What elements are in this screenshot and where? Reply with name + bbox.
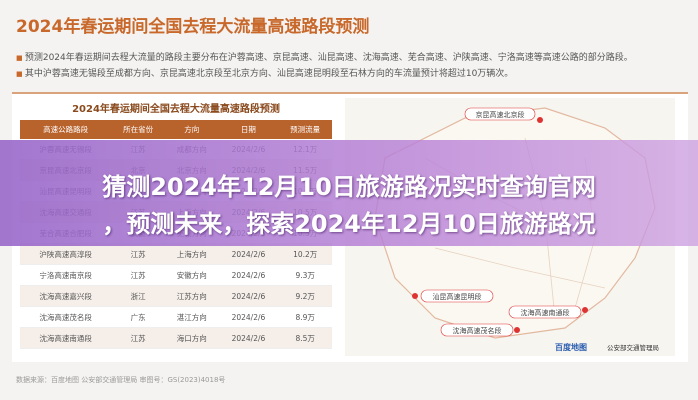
table-title: 2024年春运期间全国去程大流量高速路段预测 bbox=[72, 104, 280, 115]
marker bbox=[514, 327, 520, 333]
table-cell: 沪陕高速高淳段 bbox=[20, 243, 112, 265]
map-label: 沈海高速南通段 bbox=[521, 308, 570, 317]
header-title: 2024年春运期间全国去程大流量高速路段预测 bbox=[16, 17, 370, 37]
column-header: 所在省份 bbox=[111, 120, 165, 139]
footer-source: 数据来源：百度地图 公安部交通管理局 审图号：GS(2023)4018号 bbox=[16, 376, 226, 384]
table-cell: 沈海高速茂名段 bbox=[20, 306, 112, 328]
column-header: 预测流量 bbox=[278, 120, 332, 139]
marker bbox=[582, 307, 588, 313]
overlay-title: 猜测2024年12月10日旅游路况实时查询官网 bbox=[102, 173, 596, 201]
map-label: 沈海高速茂名段 bbox=[453, 326, 502, 335]
table-row: 宁洛高速南京段 江苏 安徽方向 2024/2/6 9.3万 bbox=[20, 264, 332, 286]
marker bbox=[537, 117, 543, 123]
table-cell: 江苏 bbox=[111, 264, 165, 286]
logo: 公安部交通管理局 bbox=[607, 343, 659, 352]
bullet: 其中沪蓉高速无锡段至成都方向、京昆高速北京段至北京方向、汕昆高速昆明段至石林方向… bbox=[16, 66, 513, 79]
table-cell: 江苏方向 bbox=[164, 285, 219, 307]
map-label: 京昆高速北京段 bbox=[476, 110, 525, 119]
overlay-title: ，预测未来，探索2024年12月10日旅游路况 bbox=[102, 210, 596, 238]
bullet: 预测2024年春运期间去程大流量的路段主要分布在沪蓉高速、京昆高速、汕昆高速、沈… bbox=[16, 50, 633, 63]
overlay-band bbox=[0, 140, 698, 246]
table-cell: 2024/2/6 bbox=[218, 285, 279, 307]
table-cell: 江苏 bbox=[111, 243, 165, 265]
table-cell: 上海方向 bbox=[164, 243, 219, 265]
table-cell: 广东 bbox=[111, 306, 165, 328]
table-cell: 2024/2/6 bbox=[218, 306, 279, 328]
marker bbox=[412, 293, 418, 299]
table-cell: 沈海高速南通段 bbox=[20, 327, 112, 349]
table-cell: 安徽方向 bbox=[164, 264, 219, 286]
table-cell: 10.2万 bbox=[278, 243, 332, 265]
logo: 百度地图 bbox=[555, 342, 587, 352]
table-cell: 湛江方向 bbox=[164, 306, 219, 328]
table-cell: 2024/2/6 bbox=[218, 243, 279, 265]
table-cell: 江苏 bbox=[111, 327, 165, 349]
label-box bbox=[464, 107, 536, 121]
table-cell: 浙江 bbox=[111, 285, 165, 307]
table-cell: 2024/2/6 bbox=[218, 264, 279, 286]
column-header: 日期 bbox=[218, 120, 279, 139]
table-cell: 海口方向 bbox=[164, 327, 219, 349]
table-row: 沈海高速嘉兴段 浙江 江苏方向 2024/2/6 9.2万 bbox=[20, 285, 332, 307]
label-box bbox=[420, 289, 494, 303]
column-header: 方向 bbox=[164, 120, 219, 139]
header-row: 高速公路路段 所在省份 方向 日期 预测流量 bbox=[20, 120, 332, 139]
table-cell: 沈海高速嘉兴段 bbox=[20, 285, 112, 307]
table-cell: 宁洛高速南京段 bbox=[20, 264, 112, 286]
table-row: 沈海高速茂名段 广东 湛江方向 2024/2/6 8.9万 bbox=[20, 306, 332, 328]
map-label: 汕昆高速昆明段 bbox=[433, 292, 482, 301]
table-cell: 9.2万 bbox=[278, 285, 332, 307]
table-cell: 8.9万 bbox=[278, 306, 332, 328]
table-cell: 9.3万 bbox=[278, 264, 332, 286]
table-row: 沪陕高速高淳段 江苏 上海方向 2024/2/6 10.2万 bbox=[20, 243, 332, 265]
table-cell: 2024/2/6 bbox=[218, 327, 279, 349]
label-box bbox=[508, 305, 582, 319]
table-cell: 8.5万 bbox=[278, 327, 332, 349]
column-header: 高速公路路段 bbox=[20, 120, 112, 139]
table-row: 沈海高速南通段 江苏 海口方向 2024/2/6 8.5万 bbox=[20, 327, 332, 349]
label-box bbox=[440, 323, 514, 337]
